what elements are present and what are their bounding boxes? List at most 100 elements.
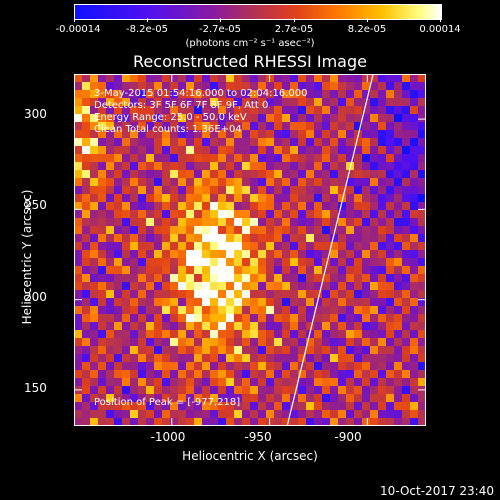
- heatmap-cell: [330, 394, 339, 403]
- heatmap-cell: [346, 330, 355, 339]
- heatmap-cell: [90, 178, 99, 187]
- heatmap-cell: [402, 306, 411, 315]
- heatmap-cell: [370, 418, 379, 426]
- heatmap-cell: [354, 346, 363, 355]
- heatmap-cell: [282, 386, 291, 395]
- heatmap-cell: [354, 338, 363, 347]
- heatmap-cell: [210, 370, 219, 379]
- heatmap-cell: [394, 74, 403, 83]
- heatmap-cell: [122, 282, 131, 291]
- heatmap-cell: [106, 314, 115, 323]
- heatmap-cell: [90, 146, 99, 155]
- heatmap-cell: [354, 378, 363, 387]
- heatmap-cell: [370, 402, 379, 411]
- heatmap-cell: [330, 298, 339, 307]
- heatmap-cell: [394, 258, 403, 267]
- heatmap-cell: [402, 90, 411, 99]
- y-tick-label: 200: [24, 290, 47, 304]
- heatmap-cell: [122, 218, 131, 227]
- colorbar: [74, 4, 442, 20]
- heatmap-cell: [114, 362, 123, 371]
- heatmap-cell: [298, 98, 307, 107]
- heatmap-cell: [386, 362, 395, 371]
- heatmap-cell: [178, 90, 187, 99]
- heatmap-cell: [266, 194, 275, 203]
- heatmap-cell: [378, 274, 387, 283]
- heatmap-cell: [114, 234, 123, 243]
- heatmap-cell: [138, 226, 147, 235]
- heatmap-cell: [330, 138, 339, 147]
- heatmap-cell: [306, 194, 315, 203]
- heatmap-cell: [202, 258, 211, 267]
- heatmap-cell: [218, 154, 227, 163]
- heatmap-cell: [282, 130, 291, 139]
- heatmap-cell: [370, 130, 379, 139]
- heatmap-cell: [130, 146, 139, 155]
- heatmap-cell: [130, 106, 139, 115]
- heatmap-cell: [194, 186, 203, 195]
- heatmap-cell: [258, 186, 267, 195]
- heatmap-cell: [178, 170, 187, 179]
- heatmap-cell: [322, 218, 331, 227]
- heatmap-cell: [154, 290, 163, 299]
- heatmap-cell: [338, 194, 347, 203]
- heatmap-cell: [306, 306, 315, 315]
- heatmap-cell: [162, 266, 171, 275]
- heatmap-cell: [394, 130, 403, 139]
- heatmap-cell: [218, 74, 227, 83]
- heatmap-cell: [82, 138, 91, 147]
- heatmap-cell: [202, 114, 211, 123]
- heatmap-cell: [130, 338, 139, 347]
- heatmap-cell: [298, 82, 307, 91]
- heatmap-cell: [338, 250, 347, 259]
- heatmap-cell: [106, 146, 115, 155]
- heatmap-cell: [386, 130, 395, 139]
- heatmap-cell: [314, 154, 323, 163]
- heatmap-cell: [282, 98, 291, 107]
- heatmap-cell: [402, 402, 411, 411]
- heatmap-cell: [418, 290, 426, 299]
- heatmap-cell: [114, 290, 123, 299]
- heatmap-cell: [346, 338, 355, 347]
- heatmap-cell: [338, 290, 347, 299]
- heatmap-cell: [234, 290, 243, 299]
- heatmap-cell: [266, 242, 275, 251]
- heatmap-cell: [178, 290, 187, 299]
- heatmap-cell: [306, 106, 315, 115]
- heatmap-cell: [282, 394, 291, 403]
- heatmap-cell: [306, 162, 315, 171]
- heatmap-cell: [98, 138, 107, 147]
- heatmap-cell: [106, 218, 115, 227]
- heatmap-cell: [354, 234, 363, 243]
- heatmap-cell: [154, 130, 163, 139]
- heatmap-cell: [362, 154, 371, 163]
- heatmap-cell: [114, 298, 123, 307]
- heatmap-cell: [98, 178, 107, 187]
- heatmap-cell: [338, 330, 347, 339]
- heatmap-cell: [258, 178, 267, 187]
- heatmap-cell: [178, 122, 187, 131]
- heatmap-cell: [410, 122, 419, 131]
- heatmap-cell: [146, 98, 155, 107]
- heatmap-cell: [402, 386, 411, 395]
- heatmap-cell: [194, 146, 203, 155]
- heatmap-cell: [178, 346, 187, 355]
- heatmap-cell: [330, 338, 339, 347]
- heatmap-cell: [106, 162, 115, 171]
- heatmap-cell: [386, 194, 395, 203]
- heatmap-cell: [202, 90, 211, 99]
- heatmap-cell: [354, 394, 363, 403]
- heatmap-cell: [258, 346, 267, 355]
- heatmap-cell: [170, 306, 179, 315]
- heatmap-cell: [146, 266, 155, 275]
- heatmap-cell: [258, 242, 267, 251]
- heatmap-cell: [250, 362, 259, 371]
- heatmap-cell: [162, 122, 171, 131]
- heatmap-cell: [162, 226, 171, 235]
- heatmap-cell: [410, 338, 419, 347]
- heatmap-cell: [330, 154, 339, 163]
- heatmap-cell: [290, 186, 299, 195]
- heatmap-cell: [130, 194, 139, 203]
- heatmap-cell: [370, 274, 379, 283]
- heatmap-cell: [234, 274, 243, 283]
